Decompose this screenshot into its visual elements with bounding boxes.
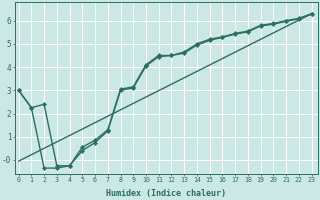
X-axis label: Humidex (Indice chaleur): Humidex (Indice chaleur) bbox=[106, 189, 226, 198]
